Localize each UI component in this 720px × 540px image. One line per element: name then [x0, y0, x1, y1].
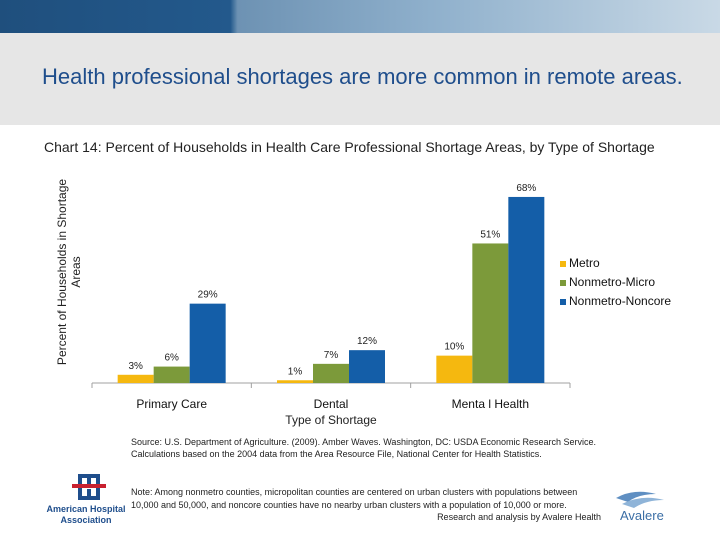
- legend-swatch: [560, 261, 566, 267]
- legend-swatch: [560, 299, 566, 305]
- slide-title: Health professional shortages are more c…: [42, 64, 683, 89]
- legend-swatch: [560, 280, 566, 286]
- note-text: Note: Among nonmetro counties, micropoli…: [131, 487, 578, 510]
- x-tick-label: Primary Care: [136, 397, 207, 411]
- data-label: 51%: [480, 229, 500, 240]
- bar: [313, 363, 349, 383]
- x-axis-title: Type of Shortage: [285, 413, 377, 427]
- bar: [349, 350, 385, 383]
- data-label: 10%: [444, 342, 464, 353]
- bar: [117, 374, 154, 383]
- bar: [277, 380, 313, 383]
- legend-label: Nonmetro-Noncore: [569, 294, 671, 308]
- aha-logo-text: American Hospital Association: [46, 504, 126, 525]
- legend-label: Metro: [569, 256, 600, 270]
- legend-label: Nonmetro-Micro: [569, 275, 655, 289]
- aha-logo: [72, 474, 106, 500]
- source-line-2: Calculations based on the 2004 data from…: [131, 449, 542, 459]
- data-label: 7%: [324, 350, 339, 361]
- data-label: 68%: [516, 183, 536, 194]
- x-tick-label: Dental: [314, 397, 349, 411]
- data-label: 12%: [357, 336, 377, 347]
- x-tick-label: Menta l Health: [452, 397, 529, 411]
- data-label: 29%: [198, 290, 218, 301]
- bar: [472, 243, 509, 383]
- footnote: Note: Among nonmetro counties, micropoli…: [131, 486, 601, 524]
- header-banner: [0, 0, 720, 33]
- bar: [508, 196, 545, 383]
- data-label: 6%: [164, 353, 179, 364]
- bar: [189, 303, 226, 383]
- y-axis-title: Percent of Households in ShortageAreas: [55, 179, 83, 365]
- chart-title: Chart 14: Percent of Households in Healt…: [44, 139, 655, 155]
- source-line-1: Source: U.S. Department of Agriculture. …: [131, 437, 597, 447]
- title-band: [0, 33, 720, 125]
- avalere-logo-text: Avalere: [620, 508, 664, 523]
- data-label: 1%: [288, 366, 303, 377]
- data-label: 3%: [128, 361, 143, 372]
- credit-text: Research and analysis by Avalere Health: [437, 512, 601, 522]
- source-note: Source: U.S. Department of Agriculture. …: [131, 436, 601, 460]
- bar: [436, 355, 473, 383]
- avalere-logo: [616, 491, 664, 508]
- bar: [153, 366, 190, 383]
